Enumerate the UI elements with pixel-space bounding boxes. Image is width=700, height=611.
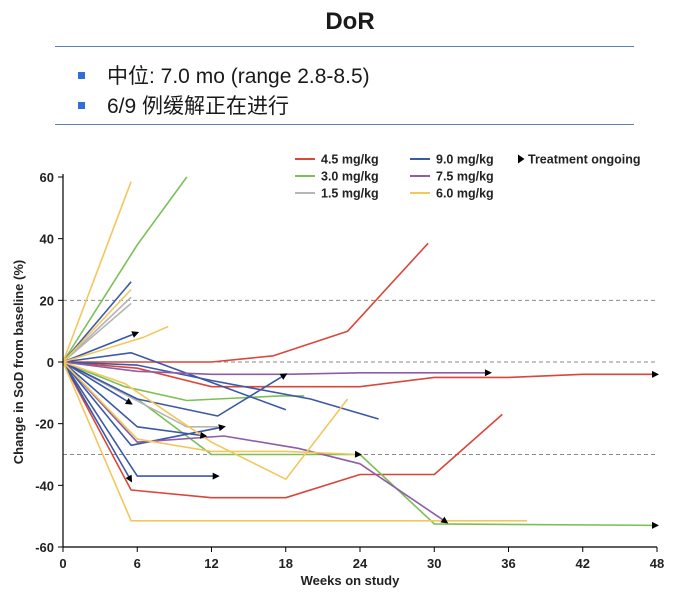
ongoing-arrow-18 [125, 474, 133, 483]
ongoing-arrow-6 [651, 521, 659, 529]
series-line-9 [62, 361, 218, 428]
ongoing-arrow-26 [354, 450, 362, 458]
axes: 60 40 20 0 -20 -40 -60 0 6 12 18 24 30 36 42 48 Weeks on… [11, 170, 664, 588]
bullet-median: 中位: 7.0 mo (range 2.8-8.5) [78, 60, 370, 90]
series-line-26 [62, 361, 361, 456]
series-line-15 [62, 361, 132, 405]
bullet-ongoing: 6/9 例缓解正在进行 [78, 90, 370, 120]
y-tick-label: 60 [40, 170, 54, 185]
series-line-5 [62, 361, 305, 402]
series-line-10 [62, 281, 132, 363]
legend-label: 4.5 mg/kg [321, 153, 379, 167]
reference-lines [63, 299, 657, 455]
legend-label: 3.0 mg/kg [321, 170, 379, 184]
x-tick-label: 24 [353, 556, 368, 571]
x-tick-label: 30 [427, 556, 441, 571]
ongoing-arrow-21 [440, 516, 449, 524]
y-tick-label: -40 [35, 478, 54, 493]
series-line-22 [62, 181, 132, 363]
series-lines [62, 176, 659, 529]
series-line-19 [62, 361, 218, 477]
bullet-median-text: 中位: 7.0 mo (range 2.8-8.5) [107, 65, 370, 88]
series-line-2 [62, 361, 657, 388]
series-line-13 [62, 361, 379, 420]
series-line-12 [62, 352, 287, 411]
ongoing-arrow-16 [199, 431, 208, 439]
legend-label: 6.0 mg/kg [436, 187, 494, 201]
x-axis-title: Weeks on study [301, 573, 401, 588]
x-tick-label: 36 [501, 556, 515, 571]
header-divider [55, 124, 634, 125]
series-line-18 [62, 361, 132, 482]
bullet-square-icon [78, 71, 85, 79]
ongoing-arrow-19 [212, 472, 220, 480]
y-tick-label: 20 [40, 293, 54, 308]
series-line-16 [62, 361, 206, 437]
series-line-14 [62, 361, 287, 417]
y-tick-label: 0 [47, 355, 54, 370]
series-line-3 [62, 361, 503, 499]
ongoing-arrow-17 [218, 424, 226, 432]
ongoing-arrow-20 [484, 369, 492, 377]
series-line-23 [62, 288, 132, 363]
series-line-20 [62, 361, 490, 376]
ongoing-arrow-2 [652, 370, 659, 378]
series-line-4 [62, 176, 188, 363]
x-tick-label: 42 [576, 556, 590, 571]
series-line-1 [63, 242, 429, 363]
legend-ongoing-label: Treatment ongoing [528, 153, 641, 167]
y-axis-title: Change in SoD from baseline (%) [11, 260, 26, 464]
dor-spider-plot: 60 40 20 0 -20 -40 -60 0 6 12 18 24 30 36 42 48 Weeks on… [11, 153, 664, 589]
legend-label: 7.5 mg/kg [436, 170, 494, 184]
ongoing-arrow-11 [131, 331, 140, 338]
x-tick-label: 18 [279, 556, 293, 571]
legend: 4.5 mg/kg 3.0 mg/kg 1.5 mg/kg 9.0 mg/kg 7.5 … [295, 153, 641, 201]
y-tick-label: -20 [35, 417, 54, 432]
x-tick-label: 6 [134, 556, 141, 571]
y-tick-label: -60 [35, 540, 54, 555]
series-line-8 [62, 296, 132, 363]
bullet-square-icon [78, 101, 85, 109]
x-tick-label: 48 [650, 556, 664, 571]
slide-title: DoR [325, 8, 375, 35]
bullet-ongoing-text: 6/9 例缓解正在进行 [107, 95, 290, 118]
series-line-21 [62, 361, 448, 523]
ongoing-arrow-15 [124, 398, 133, 405]
series-line-11 [62, 331, 138, 363]
legend-label: 1.5 mg/kg [321, 187, 379, 201]
x-tick-label: 0 [59, 556, 66, 571]
ongoing-arrow-14 [279, 373, 288, 380]
legend-label: 9.0 mg/kg [436, 153, 494, 167]
series-line-27 [62, 361, 528, 522]
title-divider [55, 46, 634, 47]
x-tick-label: 12 [204, 556, 218, 571]
series-line-17 [62, 361, 225, 447]
legend-ongoing-arrow-icon [518, 154, 525, 164]
series-line-24 [62, 325, 169, 363]
y-tick-label: 40 [40, 232, 54, 247]
summary-bullets: 中位: 7.0 mo (range 2.8-8.5) 6/9 例缓解正在进行 [78, 60, 370, 120]
